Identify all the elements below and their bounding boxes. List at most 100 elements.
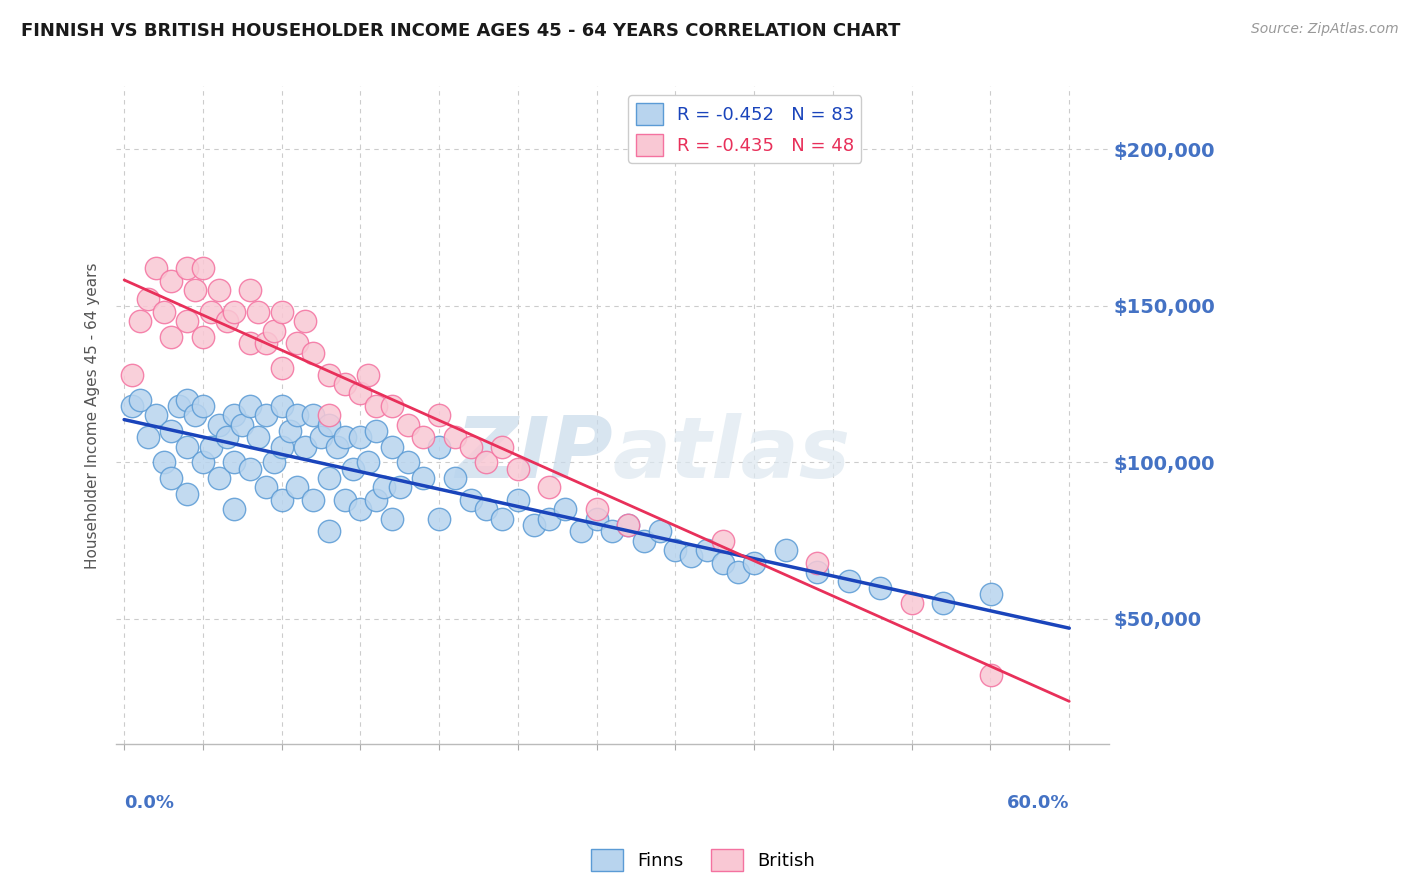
Point [160, 330, 183, 344]
Point [775, 543, 797, 558]
Text: FINNISH VS BRITISH HOUSEHOLDER INCOME AGES 45 - 64 YEARS CORRELATION CHART: FINNISH VS BRITISH HOUSEHOLDER INCOME AG… [21, 22, 900, 40]
Point [617, 517, 640, 532]
Point [169, 399, 191, 413]
Legend: Finns, British: Finns, British [583, 842, 823, 879]
Point [278, 424, 301, 438]
Point [254, 336, 277, 351]
Point [224, 455, 246, 469]
Point [602, 524, 624, 539]
Point [160, 274, 183, 288]
Point [160, 471, 183, 485]
Point [491, 440, 513, 454]
Point [152, 455, 174, 469]
Point [806, 565, 828, 579]
Point [633, 533, 655, 548]
Point [215, 430, 238, 444]
Point [191, 261, 214, 276]
Point [152, 305, 174, 319]
Point [806, 556, 828, 570]
Point [270, 361, 292, 376]
Point [247, 430, 270, 444]
Point [176, 486, 198, 500]
Point [585, 502, 607, 516]
Point [617, 517, 640, 532]
Point [932, 596, 955, 610]
Point [333, 492, 356, 507]
Point [200, 440, 222, 454]
Point [711, 556, 734, 570]
Point [427, 409, 450, 423]
Point [475, 502, 498, 516]
Point [294, 314, 316, 328]
Point [342, 461, 364, 475]
Point [224, 305, 246, 319]
Point [239, 461, 262, 475]
Point [396, 417, 419, 432]
Point [239, 283, 262, 297]
Text: 0.0%: 0.0% [124, 795, 174, 813]
Point [224, 502, 246, 516]
Point [145, 409, 167, 423]
Point [191, 455, 214, 469]
Point [176, 314, 198, 328]
Point [270, 399, 292, 413]
Point [869, 581, 891, 595]
Point [366, 424, 388, 438]
Point [349, 430, 371, 444]
Point [263, 455, 285, 469]
Point [231, 417, 253, 432]
Text: 60.0%: 60.0% [1007, 795, 1069, 813]
Point [254, 409, 277, 423]
Point [215, 314, 238, 328]
Point [349, 386, 371, 401]
Point [239, 399, 262, 413]
Point [396, 455, 419, 469]
Point [412, 430, 434, 444]
Point [373, 480, 395, 494]
Point [176, 392, 198, 407]
Point [302, 409, 325, 423]
Point [302, 345, 325, 359]
Point [129, 314, 152, 328]
Point [247, 305, 270, 319]
Point [523, 517, 546, 532]
Point [357, 455, 380, 469]
Point [333, 376, 356, 391]
Point [129, 392, 152, 407]
Point [357, 368, 380, 382]
Point [136, 430, 159, 444]
Point [136, 293, 159, 307]
Point [287, 409, 309, 423]
Point [585, 511, 607, 525]
Point [349, 502, 371, 516]
Point [506, 492, 529, 507]
Point [460, 492, 482, 507]
Point [318, 409, 340, 423]
Point [366, 399, 388, 413]
Legend: R = -0.452   N = 83, R = -0.435   N = 48: R = -0.452 N = 83, R = -0.435 N = 48 [628, 95, 862, 163]
Point [681, 549, 703, 564]
Point [900, 596, 922, 610]
Point [287, 480, 309, 494]
Point [506, 461, 529, 475]
Point [191, 399, 214, 413]
Point [318, 417, 340, 432]
Point [239, 336, 262, 351]
Y-axis label: Householder Income Ages 45 - 64 years: Householder Income Ages 45 - 64 years [86, 262, 100, 568]
Text: Source: ZipAtlas.com: Source: ZipAtlas.com [1251, 22, 1399, 37]
Point [979, 587, 1001, 601]
Point [294, 440, 316, 454]
Point [200, 305, 222, 319]
Point [388, 480, 411, 494]
Point [121, 368, 143, 382]
Point [444, 471, 467, 485]
Point [309, 430, 332, 444]
Point [270, 305, 292, 319]
Point [742, 556, 765, 570]
Point [287, 336, 309, 351]
Point [711, 533, 734, 548]
Point [412, 471, 434, 485]
Text: atlas: atlas [613, 413, 851, 496]
Point [263, 324, 285, 338]
Point [569, 524, 592, 539]
